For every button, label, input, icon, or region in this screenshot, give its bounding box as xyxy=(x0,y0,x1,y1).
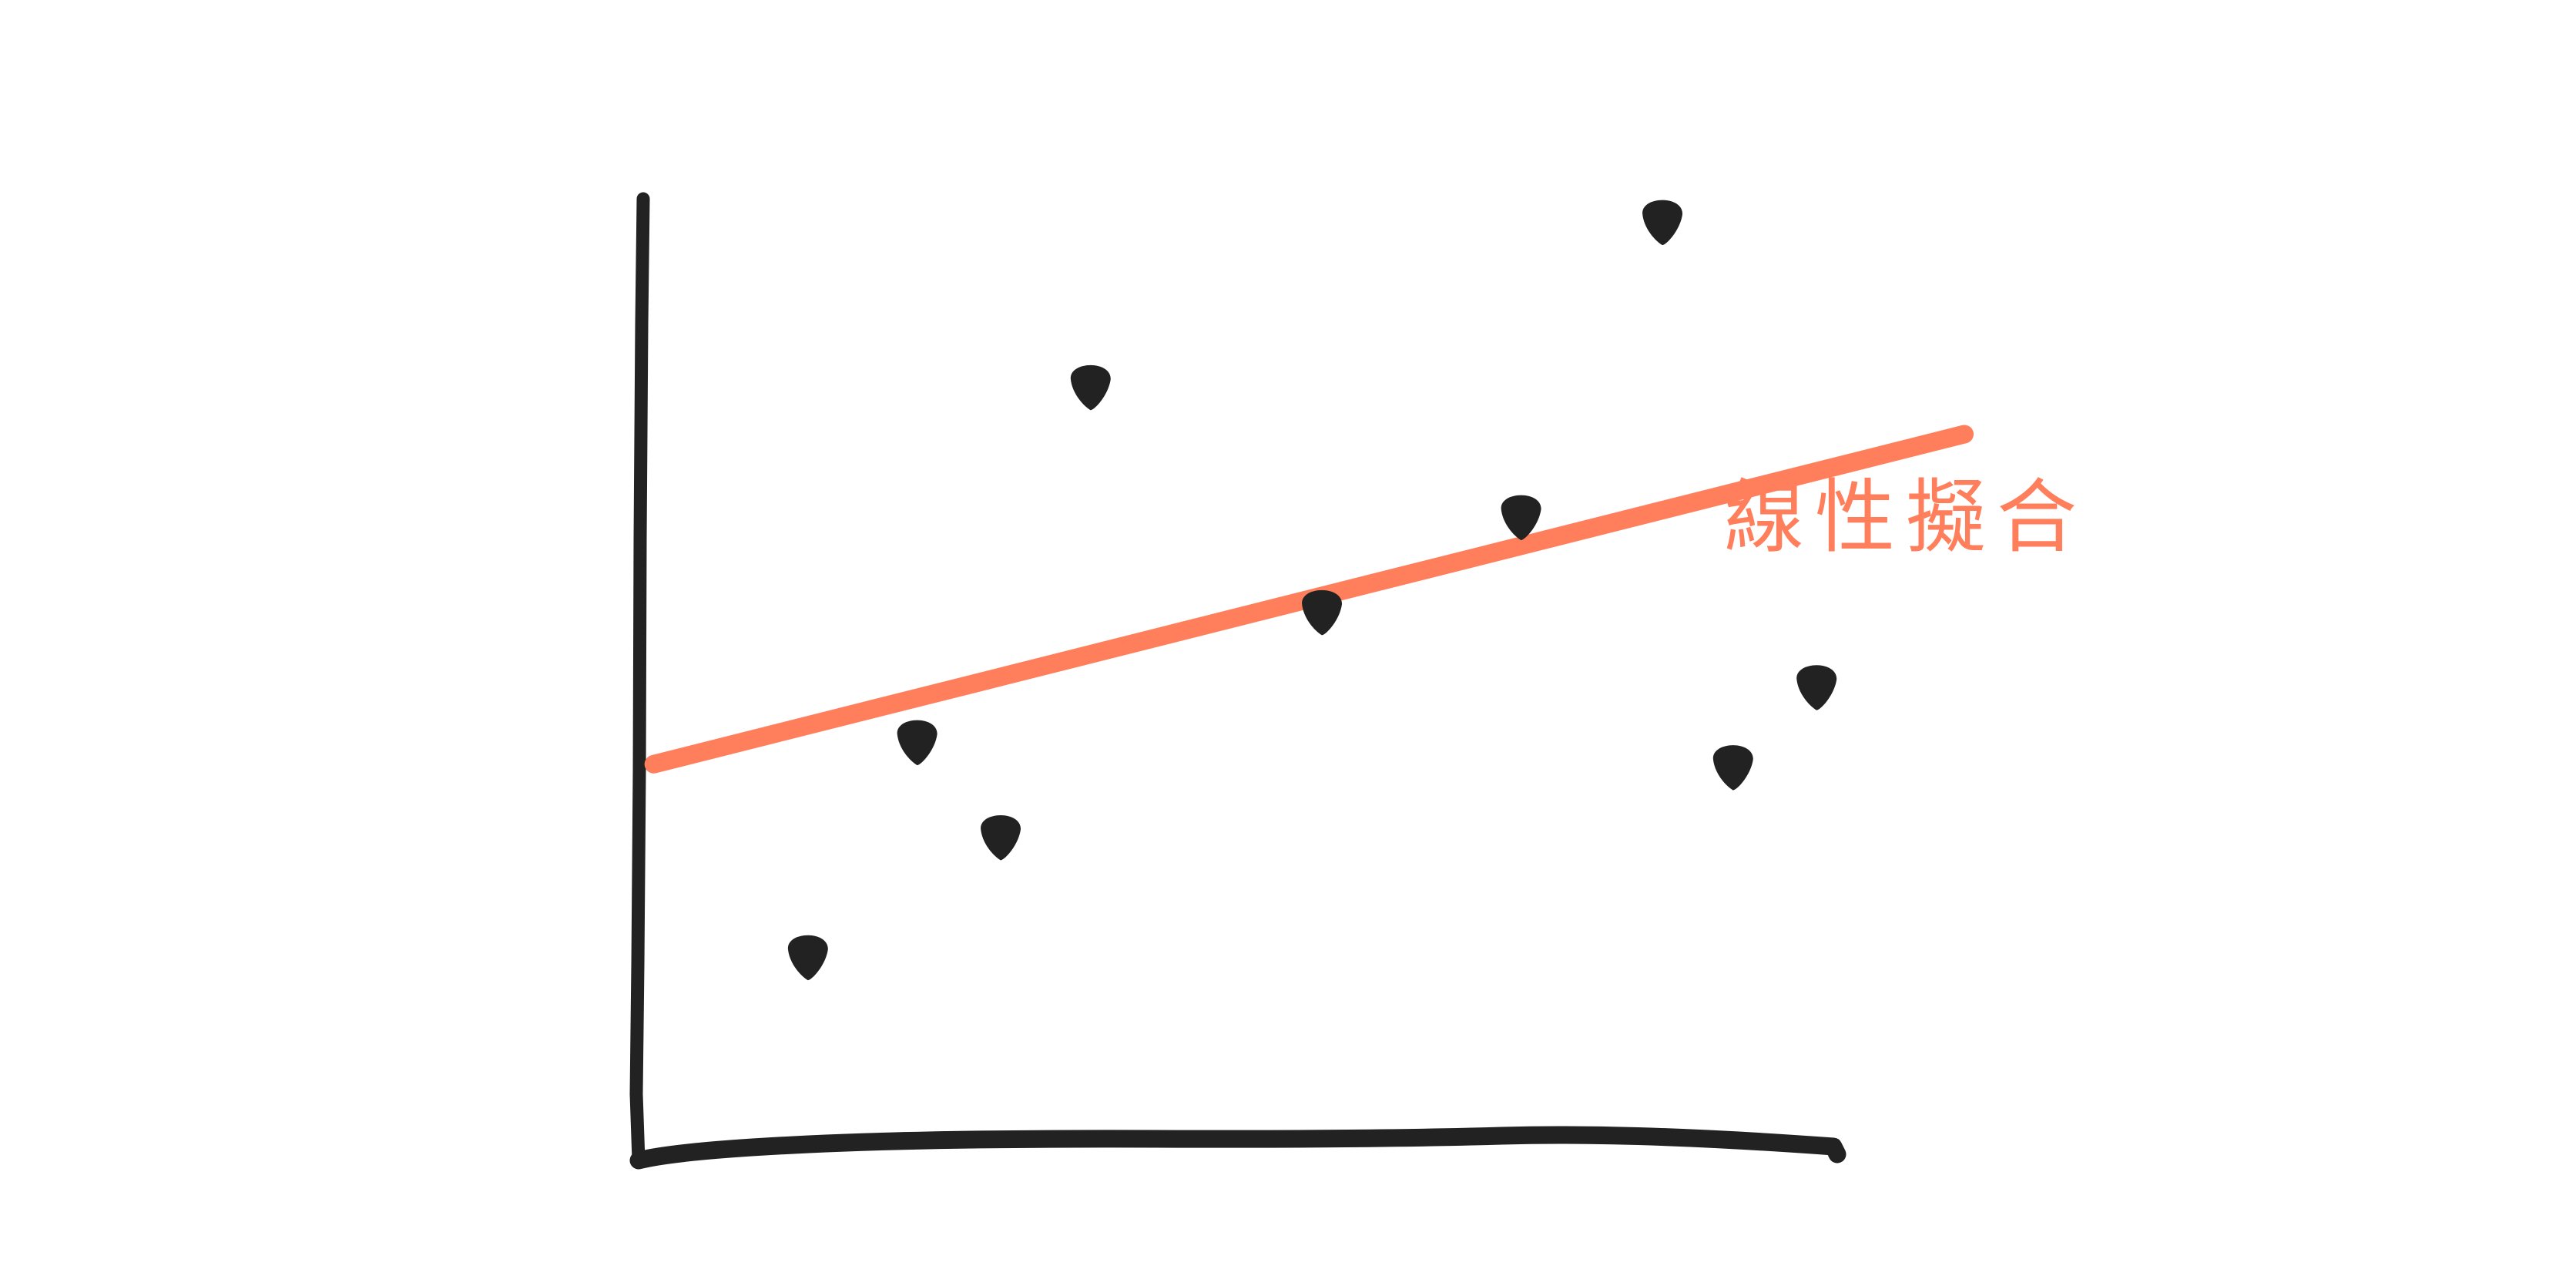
data-point xyxy=(787,935,828,981)
x-axis-line xyxy=(629,1126,1846,1170)
data-point xyxy=(981,814,1021,861)
data-point xyxy=(1302,589,1343,636)
data-point xyxy=(1501,495,1541,541)
data-points xyxy=(787,200,1837,981)
data-point xyxy=(1712,745,1753,791)
fit-line-group: 線性擬合 xyxy=(644,425,2088,774)
linear-fit-label: 線性擬合 xyxy=(1724,470,2088,564)
y-axis-line xyxy=(629,192,650,1167)
data-point xyxy=(1642,200,1683,246)
data-point xyxy=(1070,364,1111,411)
data-point xyxy=(1796,665,1837,710)
data-point xyxy=(897,720,937,766)
axes xyxy=(629,192,1846,1170)
